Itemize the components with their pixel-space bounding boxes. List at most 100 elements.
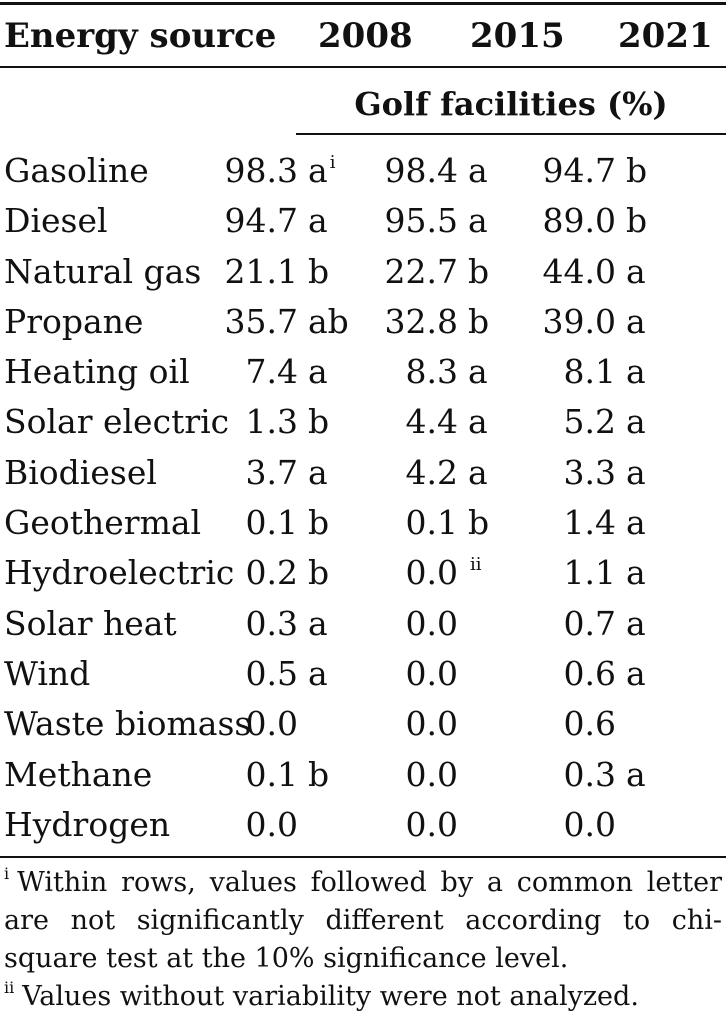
table-row: Biodiesel 3.7 a 4.2 a 3.3 a [0,448,726,498]
percent-value: 0.0 [405,553,458,593]
energy-source-name: Diesel [4,201,108,241]
table-row: Heating oil 7.4 a 8.3 a 8.1 a [0,347,726,397]
significance-cell: b [308,247,331,297]
percent-value: 98.3 [224,151,298,190]
percent-value: 95.5 [384,201,458,241]
percent-value: 3.3 [563,452,616,492]
significance-letter: b [626,151,648,190]
significance-cell: a [626,649,648,699]
significance-letter: a [626,251,646,291]
percent-value: 0.2 [245,553,298,593]
percent-value: 5.2 [563,402,616,442]
percent-value: 3.7 [245,452,298,492]
significance-letter: a [626,553,646,593]
significance-letter: b [308,503,330,543]
significance-cell [468,800,470,850]
significance-cell: a [626,448,648,498]
significance-letter: b [626,201,648,241]
percent-value: 1.4 [563,503,616,543]
percent-value: 32.8 [384,301,458,341]
percent-value: 94.7 [542,151,616,190]
table-row: Natural gas 21.1 b 22.7 b 44.0 a [0,247,726,297]
significance-cell: a [468,196,490,246]
table-row: Methane 0.1 b 0.0 0.3 a [0,750,726,800]
percent-value: 0.3 [563,754,616,794]
header-year-2008: 2008 [318,16,413,56]
significance-cell: b [468,498,491,548]
table-row: Gasoline 98.3 a i 98.4 a 94.7 b [0,146,726,196]
significance-cell: b [308,548,331,598]
significance-letter: ab [308,301,349,341]
table-top-rule [0,2,726,5]
energy-source-name: Hydroelectric [4,553,235,593]
table-row: Hydrogen 0.0 0.0 0.0 [0,800,726,850]
significance-cell [468,599,470,649]
significance-cell: b [626,196,649,246]
significance-cell: a [468,347,490,397]
energy-source-name: Wind [4,653,91,693]
significance-cell: ab [308,297,351,347]
energy-source-name: Biodiesel [4,452,157,492]
table-subheader-rule [296,133,726,135]
significance-cell [626,699,628,749]
energy-source-name: Solar electric [4,402,230,442]
table-row: Wind 0.5 a 0.0 0.6 a [0,649,726,699]
percent-value: 0.6 [563,653,616,693]
header-energy-source: Energy source [4,16,277,56]
header-year-2015: 2015 [470,16,565,56]
energy-source-name: Hydrogen [4,804,171,844]
percent-value: 21.1 [224,251,298,291]
energy-source-name: Methane [4,754,153,794]
percent-value: 0.7 [563,603,616,643]
percent-value: 0.0 [405,704,458,744]
significance-letter: a [468,402,488,442]
significance-letter: b [308,402,330,442]
footnote-2: ii Values without variability were not an… [4,978,722,1016]
significance-letter: a [626,503,646,543]
percent-value: 94.7 [224,201,298,241]
table-header-row: Energy source 2008 2015 2021 [0,10,726,62]
percent-value: 0.5 [245,653,298,693]
footnote-ref: i [329,152,336,173]
significance-cell: a [308,347,330,397]
table-body: Gasoline 98.3 a i 98.4 a 94.7 b Diesel 94.7 a 95.5 a… [0,146,726,850]
percent-value: 1.1 [563,553,616,593]
significance-letter: a [308,452,328,492]
percent-value: 35.7 [224,301,298,341]
significance-cell: a [468,146,490,196]
significance-letter: a [308,151,328,190]
significance-cell: a [626,297,648,347]
header-year-2021: 2021 [618,16,713,56]
percent-value: 8.3 [405,352,458,392]
percent-value: 1.3 [245,402,298,442]
significance-letter: a [468,201,488,241]
significance-cell: b [626,146,649,196]
energy-source-name: Waste biomass [4,704,252,744]
significance-cell: a [308,448,330,498]
significance-cell: b [308,498,331,548]
table-row: Propane 35.7 ab 32.8 b 39.0 a [0,297,726,347]
footnote-ref: ii [470,554,482,576]
significance-cell [468,750,470,800]
significance-cell: a [626,498,648,548]
percent-value: 0.0 [245,804,298,844]
percent-value: 0.1 [405,503,458,543]
significance-cell: b [468,247,491,297]
significance-letter: b [308,251,330,291]
significance-cell: a [626,548,648,598]
significance-letter: a [468,452,488,492]
percent-value: 39.0 [542,301,616,341]
percent-value: 0.0 [405,603,458,643]
percent-value: 98.4 [384,151,458,190]
significance-cell: ii [468,548,482,598]
percent-value: 89.0 [542,201,616,241]
table-footnotes: i Within rows, values followed by a commo… [4,864,722,1016]
significance-letter: a [468,151,488,190]
significance-letter: a [626,653,646,693]
table-row: Hydroelectric 0.2 b 0.0 ii 1.1 a [0,548,726,598]
significance-letter: a [308,201,328,241]
percent-value: 4.2 [405,452,458,492]
table-row: Solar heat 0.3 a 0.0 0.7 a [0,599,726,649]
significance-cell: a [626,750,648,800]
significance-cell: a [308,599,330,649]
